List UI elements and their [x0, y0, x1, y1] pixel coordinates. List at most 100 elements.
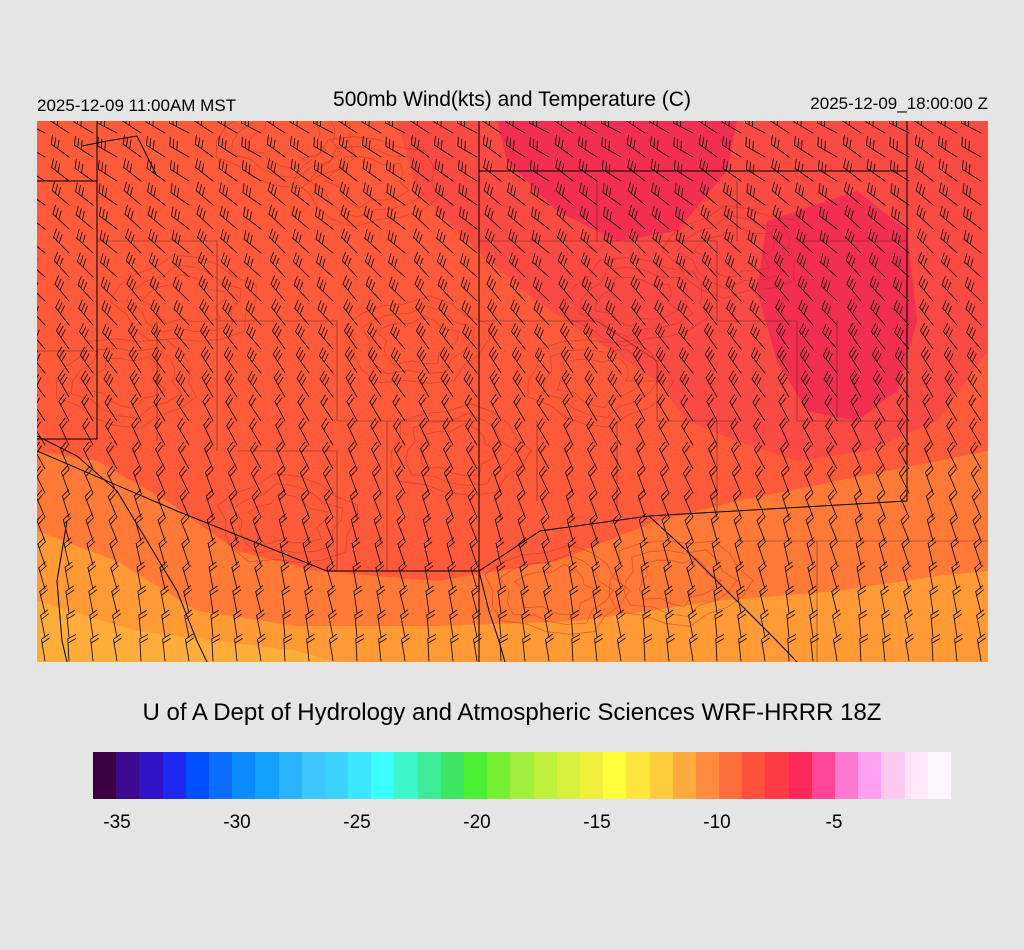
wind-barb [434, 135, 454, 158]
wind-barb [826, 465, 838, 494]
wind-barb [808, 585, 818, 614]
wind-barb [37, 537, 46, 566]
wind-barb [388, 253, 406, 278]
wind-barb [747, 206, 766, 230]
wind-barb [750, 347, 766, 374]
wind-barb [314, 183, 334, 206]
wind-barb [172, 253, 190, 278]
wind-barb [112, 609, 121, 638]
wind-barb [37, 374, 46, 398]
wind-barb [585, 394, 598, 422]
wind-barb [243, 229, 262, 254]
terrain-contour [345, 295, 490, 384]
wind-barb [322, 465, 334, 494]
wind-barb [222, 299, 238, 326]
wind-barb [673, 121, 694, 134]
colorbar-cell [626, 752, 650, 799]
wind-barb [461, 300, 478, 326]
wind-barb [441, 394, 454, 422]
wind-barb [632, 322, 646, 350]
wind-barb [950, 537, 960, 566]
wind-barb [565, 465, 574, 494]
wind-barb [104, 394, 118, 422]
wind-barb [973, 537, 982, 566]
wind-barb [776, 346, 790, 374]
wind-barb [843, 181, 862, 206]
wind-barb [677, 300, 694, 326]
wind-barb [701, 228, 718, 254]
wind-barb [77, 276, 94, 302]
wind-barb [890, 183, 910, 206]
wind-barb [56, 322, 70, 350]
terrain-contour [360, 305, 475, 375]
terrain-contour [125, 264, 242, 333]
state-line-colorado-kansas [648, 121, 908, 517]
colorbar-cell [510, 752, 534, 799]
wind-barb [689, 633, 698, 662]
wind-barb [703, 299, 718, 326]
wind-barb [273, 370, 286, 398]
wind-barb [873, 394, 886, 422]
terrain-contour [308, 146, 425, 218]
map-panel [37, 121, 988, 662]
wind-barb [845, 251, 862, 278]
wind-barb [951, 561, 961, 590]
wind-barb [938, 159, 958, 182]
terrain-contour [324, 155, 410, 209]
wind-barb [341, 228, 358, 254]
wind-barb [925, 465, 934, 494]
wind-barb [61, 465, 70, 494]
wind-barb [723, 182, 742, 206]
wind-barb [362, 159, 382, 182]
wind-barb [37, 215, 46, 230]
wind-barb [617, 633, 626, 662]
wind-barb [775, 299, 790, 326]
wind-barb [422, 513, 432, 542]
terrain-contour [232, 483, 344, 554]
wind-barb [868, 229, 886, 254]
wind-barb [682, 465, 694, 494]
wind-barb [796, 229, 814, 254]
wind-barb [107, 489, 118, 518]
wind-barb [895, 370, 910, 398]
wind-barb [898, 441, 910, 470]
terrain-contour [579, 267, 694, 337]
wind-barb [939, 182, 958, 206]
wind-barb [877, 513, 887, 542]
wind-barb [583, 323, 598, 350]
wind-barb [634, 393, 646, 422]
wind-barb [301, 513, 311, 542]
wind-barb [920, 322, 934, 350]
wind-barb [871, 323, 886, 350]
colorbar-cell [278, 752, 302, 799]
wind-barb [352, 561, 362, 590]
wind-barb [277, 465, 286, 494]
wind-barb [229, 513, 239, 542]
wind-barb [759, 585, 768, 614]
wind-barb [58, 393, 70, 422]
wind-barb [712, 561, 722, 590]
wind-barb [99, 206, 118, 230]
wind-barb [711, 537, 721, 566]
wind-barb [394, 441, 406, 470]
wind-barb [75, 205, 94, 230]
wind-barb [521, 609, 531, 638]
wind-barb [410, 121, 430, 134]
wind-barb [915, 181, 934, 206]
terrain-contour [693, 224, 776, 280]
wind-barb [486, 275, 502, 302]
wind-barb [517, 513, 527, 542]
wind-barb [568, 561, 578, 590]
wind-barb [50, 121, 70, 134]
wind-barb [628, 205, 646, 230]
wind-barb [882, 633, 892, 662]
wind-barb [609, 418, 622, 446]
wind-barb [290, 159, 310, 182]
colorbar-cell [348, 752, 372, 799]
wind-barb [375, 561, 385, 590]
wind-barb [302, 537, 312, 566]
wind-barb [246, 347, 262, 374]
wind-barb [217, 121, 238, 134]
wind-barb [555, 181, 574, 206]
wind-barb [660, 489, 670, 518]
